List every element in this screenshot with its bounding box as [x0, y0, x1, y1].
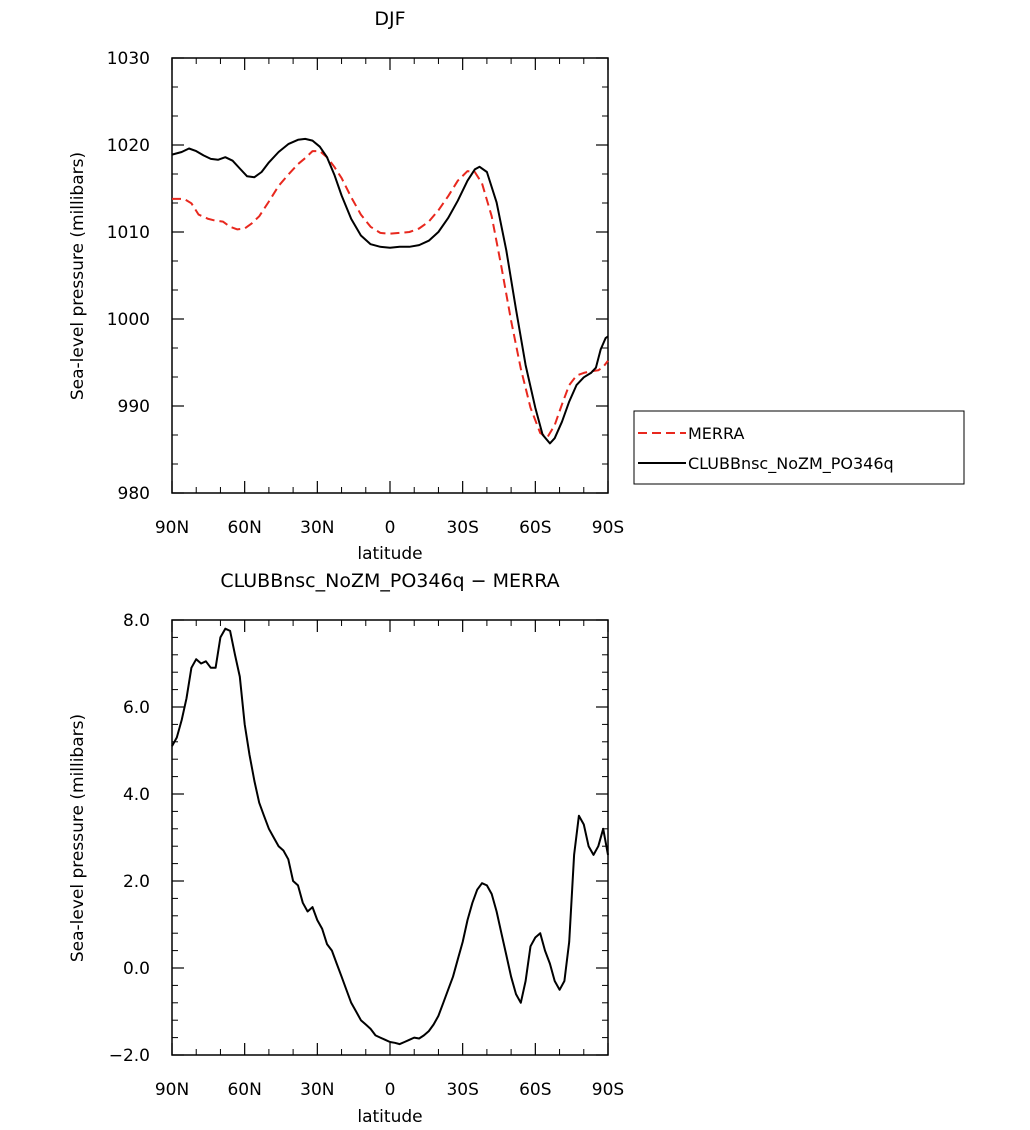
panel-2-ticks: 90N 60N 30N 0 30S 60S 90S 8.0 6.0 4.0 2.0 0.0 −2.0 [109, 611, 625, 1100]
legend-box [633, 410, 965, 485]
y-tick-label: 6.0 [123, 698, 150, 718]
legend-label-clubb: CLUBBnsc_NoZM_PO346q [688, 454, 894, 474]
panel-2-series [171, 627, 609, 1046]
y-tick-label: 1010 [107, 223, 150, 243]
y-tick-label: 990 [118, 397, 150, 417]
y-tick-label: 8.0 [123, 611, 150, 631]
x-tick-label: 30N [300, 518, 334, 538]
panel-1-plot-frame [171, 57, 609, 494]
y-tick-label: 4.0 [123, 785, 150, 805]
panel-1-x-axis-label: latitude [357, 544, 422, 564]
slp-djf-panel: DJF 90N 60N 30N 0 30S 60S 90S10301020101010009… [68, 8, 965, 564]
x-tick-label: 90S [592, 1080, 624, 1100]
x-tick-label: 90N [155, 518, 189, 538]
x-tick-label: 30N [300, 1080, 334, 1100]
series-line-0 [171, 627, 609, 1046]
y-tick-label: 1000 [107, 310, 150, 330]
panel-1-series [171, 137, 609, 445]
panel-2-y-axis-label: Sea-level pressure (millibars) [68, 714, 88, 962]
series-line-merra [172, 150, 609, 439]
x-tick-label: 0 [385, 1080, 396, 1100]
series-line-clubbnsc-nozm-po346q [171, 137, 609, 445]
y-tick-label: 1020 [107, 136, 150, 156]
x-tick-label: 30S [446, 1080, 478, 1100]
x-tick-label: 0 [385, 518, 396, 538]
x-tick-label: 90N [155, 1080, 189, 1100]
y-tick-label: 2.0 [123, 872, 150, 892]
panel-1-title: DJF [374, 8, 405, 30]
slp-difference-panel: CLUBBnsc_NoZM_PO346q − MERRA 90N 60N 30N 0 3… [68, 570, 624, 1127]
x-tick-label: 60N [227, 1080, 261, 1100]
legend-label-merra: MERRA [688, 424, 745, 443]
y-tick-label: 980 [118, 484, 150, 504]
y-tick-label: 1030 [107, 49, 150, 69]
panel-2-x-axis-label: latitude [357, 1107, 422, 1127]
panel-2-plot-frame [171, 619, 609, 1056]
y-tick-label: 0.0 [123, 959, 150, 979]
x-tick-label: 30S [446, 518, 478, 538]
panel-1-legend: MERRA CLUBBnsc_NoZM_PO346q [633, 410, 965, 485]
panel-2-title: CLUBBnsc_NoZM_PO346q − MERRA [220, 570, 559, 592]
y-tick-label: −2.0 [109, 1046, 150, 1066]
x-tick-label: 60N [227, 518, 261, 538]
panel-1-ticks: 90N 60N 30N 0 30S 60S 90S 1030 1020 1010 1000 990 98… [107, 49, 624, 538]
x-tick-label: 60S [519, 518, 551, 538]
panel-1-y-axis-label: Sea-level pressure (millibars) [68, 152, 88, 400]
x-tick-label: 60S [519, 1080, 551, 1100]
x-tick-label: 90S [592, 518, 624, 538]
